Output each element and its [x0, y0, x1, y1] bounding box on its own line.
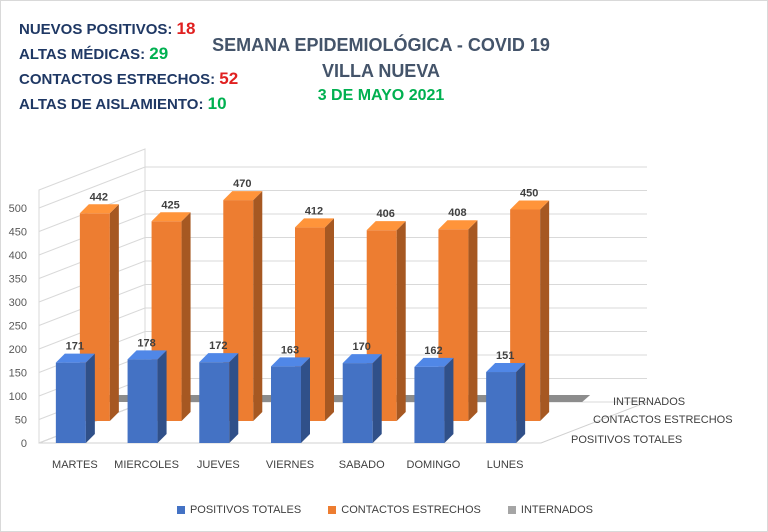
data-label: 470	[233, 178, 251, 190]
stat-altas-aislamiento: ALTAS DE AISLAMIENTO: 10	[19, 94, 227, 113]
legend-swatch	[328, 506, 337, 515]
data-label: 408	[448, 207, 466, 219]
bar-top	[223, 191, 263, 201]
data-label: 170	[353, 341, 371, 353]
gridline	[38, 307, 647, 350]
gridline	[38, 237, 647, 279]
bar-side	[516, 363, 526, 443]
bar-top	[127, 350, 167, 360]
data-label: 450	[520, 188, 538, 200]
x-tick-label: JUEVES	[197, 459, 240, 471]
y-tick-label: 200	[9, 344, 27, 356]
legend-item-positivos: POSITIVOS TOTALES	[176, 504, 301, 516]
y-tick-label: 100	[9, 391, 27, 403]
data-label: 172	[209, 340, 227, 352]
bar-positivos	[342, 363, 373, 443]
y-tick-label: 150	[9, 368, 27, 380]
data-label: 171	[66, 341, 84, 353]
gridline	[38, 284, 647, 326]
data-label: 406	[377, 208, 395, 220]
x-tick-label: MIERCOLES	[114, 459, 179, 471]
bar-top	[438, 220, 478, 230]
y-tick-label: 450	[9, 227, 27, 239]
legend-swatch	[507, 506, 516, 515]
bar-top	[295, 218, 334, 228]
bar-side	[325, 218, 334, 421]
gridline	[38, 190, 647, 232]
x-tick-label: VIERNES	[266, 459, 314, 471]
bar-positivos	[271, 366, 301, 443]
data-label: 163	[281, 344, 299, 356]
stat-contactos-estrechos: CONTACTOS ESTRECHOS: 52	[19, 69, 239, 88]
bar-positivos	[199, 362, 230, 443]
bar-positivos	[55, 362, 86, 443]
data-label: 412	[305, 205, 323, 217]
y-tick-label: 250	[9, 321, 27, 333]
y-tick-label: 300	[9, 297, 27, 309]
bar-top	[486, 363, 526, 373]
x-tick-label: MARTES	[52, 459, 98, 471]
gridline	[38, 213, 647, 256]
stat-value: 18	[176, 19, 196, 38]
legend-item-internados: INTERNADOS	[507, 504, 593, 516]
bar-top	[151, 212, 191, 222]
y-tick-label: 50	[15, 415, 27, 427]
depth-axis-label: POSITIVOS TOTALES	[571, 434, 682, 446]
bar-top	[199, 353, 239, 363]
bar-side	[181, 212, 191, 421]
stats-panel: NUEVOS POSITIVOS: 18 ALTAS MÉDICAS: 29 C…	[19, 17, 238, 117]
bar-side	[372, 354, 382, 443]
stat-value: 52	[219, 69, 239, 88]
y-tick-label: 0	[21, 438, 27, 450]
bar-side	[157, 350, 167, 443]
data-label: 162	[424, 345, 442, 357]
bar-top	[271, 357, 310, 367]
bar-positivos	[414, 366, 445, 443]
chart-title: SEMANA EPIDEMIOLÓGICA - COVID 19	[212, 35, 550, 55]
bar-side	[540, 200, 550, 421]
stat-value: 29	[149, 44, 169, 63]
data-label: 425	[161, 199, 179, 211]
y-tick-label: 350	[9, 274, 27, 286]
bar-top	[55, 353, 95, 363]
depth-axis-label: CONTACTOS ESTRECHOS	[593, 414, 733, 426]
bar-side	[253, 191, 263, 421]
bar-top	[366, 221, 406, 231]
data-label: 442	[90, 191, 108, 203]
bar-side	[109, 204, 119, 421]
stat-nuevos-positivos: NUEVOS POSITIVOS: 18	[19, 19, 196, 38]
gridline	[38, 166, 647, 209]
bar-side	[85, 353, 95, 443]
stat-value: 10	[207, 94, 227, 113]
bar-top	[414, 357, 454, 367]
x-tick-label: SABADO	[339, 459, 385, 471]
x-tick-label: LUNES	[487, 459, 524, 471]
bar-side	[444, 357, 454, 443]
bar-side	[301, 357, 310, 443]
bar-top	[79, 204, 119, 214]
chart-subtitle-date: 3 DE MAYO 2021	[317, 87, 445, 104]
bar-side	[396, 221, 406, 421]
legend-swatch	[176, 506, 185, 515]
bar-chart-3d: 0501001502002503003504004505005433433442…	[9, 148, 733, 471]
bar-positivos	[127, 359, 158, 443]
y-tick-label: 400	[9, 250, 27, 262]
bar-positivos	[486, 372, 517, 443]
legend-item-contactos: CONTACTOS ESTRECHOS	[328, 504, 481, 516]
data-label: 178	[137, 337, 155, 349]
gridline	[38, 260, 647, 303]
bar-side	[468, 220, 478, 421]
x-tick-label: DOMINGO	[407, 459, 461, 471]
stat-altas-medicas: ALTAS MÉDICAS: 29	[19, 44, 169, 63]
depth-axis-label: INTERNADOS	[613, 396, 685, 408]
bar-top	[510, 200, 550, 210]
legend: POSITIVOS TOTALES CONTACTOS ESTRECHOS IN…	[1, 504, 768, 516]
bar-side	[229, 353, 239, 443]
chart-subtitle-location: VILLA NUEVA	[321, 61, 440, 81]
y-tick-label: 500	[9, 203, 27, 215]
bar-top	[342, 354, 382, 364]
data-label: 151	[496, 350, 514, 362]
